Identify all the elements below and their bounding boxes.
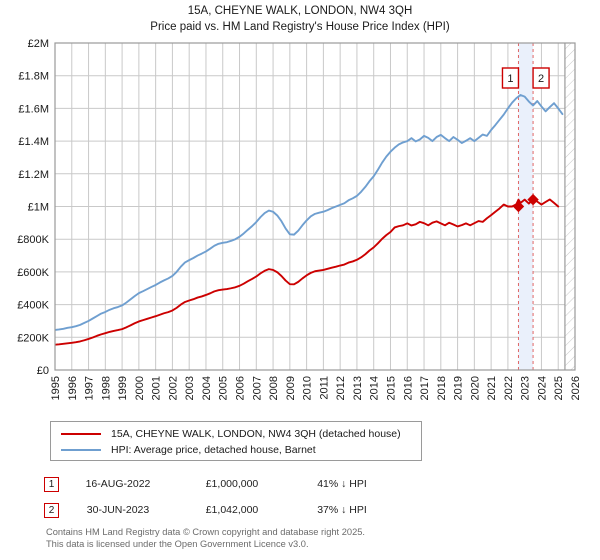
table-row[interactable]: 2 30-JUN-2023 £1,042,000 37% ↓ HPI (44, 497, 464, 523)
chart-title-block: 15A, CHEYNE WALK, LONDON, NW4 3QH Price … (0, 3, 600, 35)
svg-text:2008: 2008 (268, 376, 280, 400)
svg-text:£2M: £2M (28, 38, 49, 50)
svg-text:2025: 2025 (553, 376, 565, 400)
svg-text:2018: 2018 (436, 376, 448, 400)
y-axis-tick-labels: £0 £200K £400K £600K £800K £1M £1.2M £1.4M £1.6M… (17, 38, 49, 377)
svg-text:2011: 2011 (318, 376, 330, 400)
price-history-chart: £0 £200K £400K £600K £800K £1M £1.2M £1.4M £1.6M… (17, 38, 582, 400)
svg-text:1996: 1996 (67, 376, 79, 400)
transaction-price: £1,042,000 (205, 504, 259, 516)
svg-text:£1.4M: £1.4M (18, 136, 49, 148)
copyright-footer: Contains HM Land Registry data © Crown c… (46, 527, 566, 550)
transaction-date: 30-JUN-2023 (86, 504, 150, 516)
svg-text:2026: 2026 (570, 376, 582, 400)
legend-swatch-hpi (61, 449, 101, 451)
svg-text:£800K: £800K (17, 234, 49, 246)
svg-text:£1.2M: £1.2M (18, 169, 49, 181)
svg-text:1997: 1997 (84, 376, 96, 400)
svg-text:2023: 2023 (520, 376, 532, 400)
page-title: 15A, CHEYNE WALK, LONDON, NW4 3QH (187, 5, 413, 17)
legend-item-hpi: HPI: Average price, detached house, Barn… (57, 442, 415, 458)
transaction-hpi-delta: 41% ↓ HPI (317, 478, 367, 490)
svg-text:2001: 2001 (151, 376, 163, 400)
svg-text:2009: 2009 (285, 376, 297, 400)
transactions-table: 1 16-AUG-2022 £1,000,000 41% ↓ HPI 2 30-… (44, 471, 464, 523)
transaction-index-badge: 2 (44, 502, 59, 518)
svg-text:£1.6M: £1.6M (18, 103, 49, 115)
svg-text:2002: 2002 (167, 376, 179, 400)
legend-label-property: 15A, CHEYNE WALK, LONDON, NW4 3QH (detac… (111, 428, 401, 440)
future-hatched-region (564, 43, 575, 370)
svg-text:£400K: £400K (17, 300, 49, 312)
svg-text:2016: 2016 (402, 376, 414, 400)
legend-label-hpi: HPI: Average price, detached house, Barn… (111, 444, 316, 456)
svg-text:£200K: £200K (17, 332, 49, 344)
svg-text:2000: 2000 (134, 376, 146, 400)
svg-text:2013: 2013 (352, 376, 364, 400)
svg-text:£600K: £600K (17, 267, 49, 279)
svg-text:2005: 2005 (218, 376, 230, 400)
svg-text:1995: 1995 (50, 376, 62, 400)
transaction-index-badge: 1 (44, 476, 59, 492)
svg-text:2019: 2019 (453, 376, 465, 400)
svg-text:2012: 2012 (335, 376, 347, 400)
svg-text:2007: 2007 (251, 376, 263, 400)
svg-text:2: 2 (538, 73, 544, 85)
svg-text:£0: £0 (37, 365, 49, 377)
footer-line-2: This data is licensed under the Open Gov… (46, 538, 309, 549)
svg-text:1999: 1999 (117, 376, 129, 400)
svg-text:2017: 2017 (419, 376, 431, 400)
svg-text:2010: 2010 (302, 376, 314, 400)
svg-text:1: 1 (507, 73, 513, 85)
page-subtitle: Price paid vs. HM Land Registry's House … (150, 21, 450, 33)
table-row[interactable]: 1 16-AUG-2022 £1,000,000 41% ↓ HPI (44, 471, 464, 497)
footer-line-1: Contains HM Land Registry data © Crown c… (46, 527, 365, 537)
x-axis-tick-labels: 1995 1996 1997 1998 1999 2000 2001 2002 2003 2004… (50, 376, 582, 400)
svg-text:2021: 2021 (486, 376, 498, 400)
transaction-hpi-delta: 37% ↓ HPI (317, 504, 367, 516)
svg-text:2014: 2014 (369, 376, 381, 400)
svg-text:2022: 2022 (503, 376, 515, 400)
transaction-date: 16-AUG-2022 (85, 478, 151, 490)
transaction-price: £1,000,000 (205, 478, 259, 490)
svg-text:£1.8M: £1.8M (18, 71, 49, 83)
svg-text:2015: 2015 (385, 376, 397, 400)
svg-text:1998: 1998 (100, 376, 112, 400)
legend-swatch-property (61, 433, 101, 435)
chart-gridlines (54, 42, 576, 371)
svg-text:2004: 2004 (201, 376, 213, 400)
svg-text:£1M: £1M (28, 202, 49, 214)
legend-item-property: 15A, CHEYNE WALK, LONDON, NW4 3QH (detac… (57, 426, 415, 442)
chart-axes (54, 42, 576, 371)
svg-text:2003: 2003 (184, 376, 196, 400)
svg-text:2020: 2020 (469, 376, 481, 400)
svg-text:2024: 2024 (536, 376, 548, 400)
transaction-markers (512, 193, 539, 213)
chart-series (55, 94, 564, 346)
chart-legend: 15A, CHEYNE WALK, LONDON, NW4 3QH (detac… (50, 421, 422, 461)
svg-text:2006: 2006 (235, 376, 247, 400)
